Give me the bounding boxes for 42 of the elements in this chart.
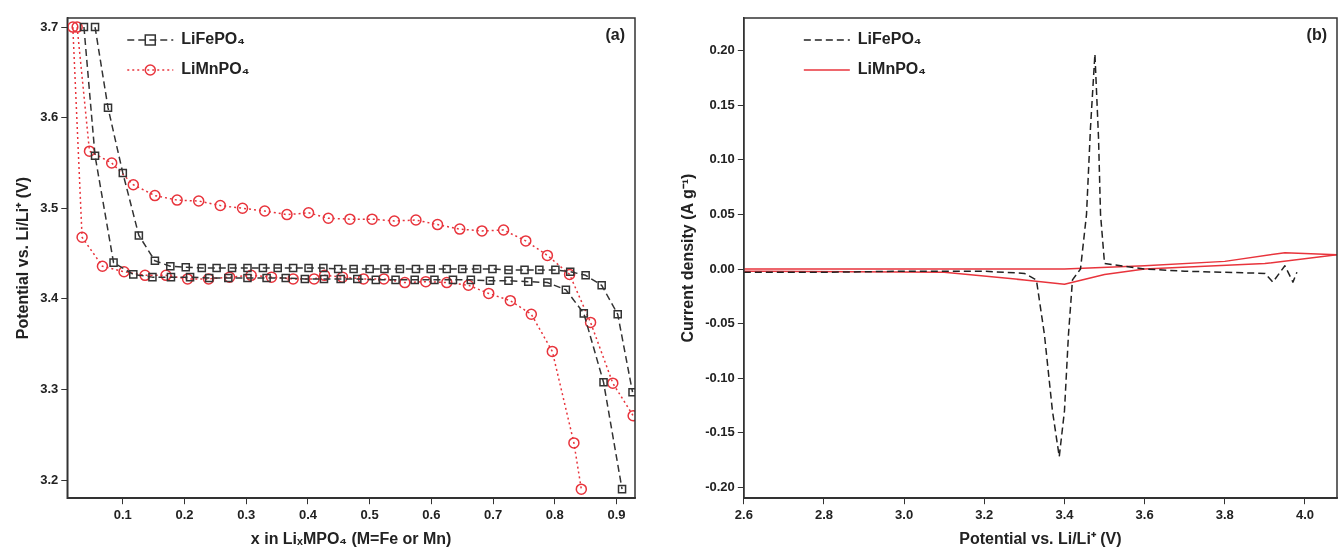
- y-tick-label: 0.00: [709, 260, 735, 276]
- x-axis-title: x in LiₓMPO₄ (M=Fe or Mn): [250, 529, 452, 547]
- y-tick-label: 0.10: [709, 151, 735, 167]
- legend-label: LiMnPO₄: [181, 60, 250, 78]
- y-tick-label: 0.15: [709, 96, 735, 112]
- x-tick-label: 3.6: [1135, 506, 1154, 522]
- x-tick-label: 0.2: [175, 506, 194, 522]
- x-tick-label: 0.6: [422, 506, 441, 522]
- x-tick-label: 0.8: [545, 506, 564, 522]
- x-axis-title: Potential vs. Li/Li⁺ (V): [959, 529, 1122, 547]
- x-tick-label: 4.0: [1295, 506, 1314, 522]
- y-tick-label: 3.5: [40, 199, 59, 215]
- x-tick-label: 0.3: [237, 506, 256, 522]
- x-tick-label: 3.0: [895, 506, 914, 522]
- x-tick-label: 0.4: [298, 506, 318, 522]
- x-tick-label: 0.9: [607, 506, 626, 522]
- x-tick-label: 3.8: [1215, 506, 1234, 522]
- y-tick-label: 3.7: [40, 18, 59, 34]
- y-tick-label: 3.6: [40, 109, 59, 125]
- legend-label: LiFePO₄: [181, 30, 245, 48]
- y-axis-title: Potential vs. Li/Li⁺ (V): [14, 176, 32, 340]
- x-tick-label: 0.7: [484, 506, 503, 522]
- x-tick-label: 2.8: [814, 506, 834, 522]
- y-tick-label: -0.20: [705, 478, 735, 494]
- x-tick-label: 3.4: [1055, 506, 1075, 522]
- y-axis-title: Current density (A g⁻¹): [679, 173, 697, 343]
- legend-label: LiFePO₄: [857, 30, 922, 48]
- y-tick-label: 0.05: [709, 206, 735, 222]
- x-tick-label: 0.5: [360, 506, 379, 522]
- annotation: (b): [1306, 26, 1327, 44]
- y-tick-label: 3.4: [40, 290, 60, 306]
- x-tick-label: 0.1: [113, 506, 132, 522]
- y-tick-label: -0.15: [705, 424, 735, 440]
- y-tick-label: 3.3: [40, 381, 59, 397]
- annotation: (a): [605, 26, 625, 44]
- y-tick-label: 3.2: [40, 471, 59, 487]
- legend-label: LiMnPO₄: [857, 60, 926, 78]
- y-tick-label: -0.10: [705, 369, 735, 385]
- x-tick-label: 3.2: [975, 506, 994, 522]
- y-tick-label: -0.05: [705, 315, 735, 331]
- y-tick-label: 0.20: [709, 42, 735, 58]
- x-tick-label: 2.6: [734, 506, 753, 522]
